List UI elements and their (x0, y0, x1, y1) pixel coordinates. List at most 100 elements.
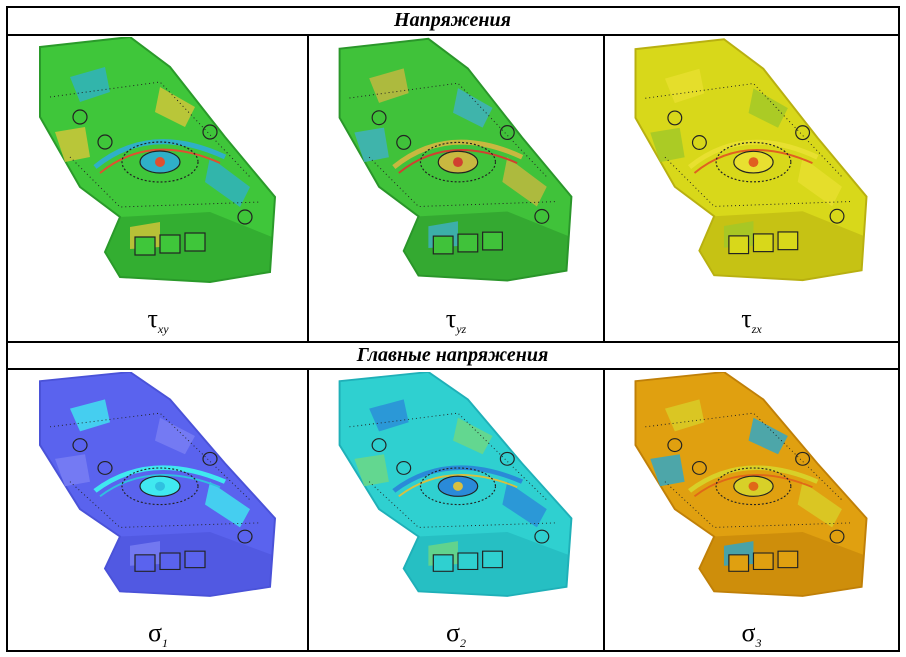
stress-arc-inner (99, 148, 221, 174)
part-hole (184, 232, 206, 252)
cell-sigma-2: σ2 (310, 372, 602, 650)
stress-contour-patch (453, 417, 493, 455)
stress-contour-patch (369, 68, 409, 103)
ring-feature-hotspot (453, 157, 463, 168)
stress-contour-patch (55, 127, 90, 162)
table-border-left (6, 6, 8, 652)
part-bolt-hole (237, 209, 253, 225)
label-subscript: xy (157, 322, 169, 336)
stress-arc-outer (93, 139, 227, 169)
part-bolt-hole (237, 529, 253, 544)
stress-contour-patch (748, 417, 788, 455)
stress-arc-inner (693, 474, 813, 498)
mesh-edge (69, 156, 261, 208)
mesh-edge (368, 481, 557, 528)
table-col-divider-2 (603, 34, 605, 343)
label-subscript: yz (456, 322, 467, 336)
part-bolt-hole (691, 135, 707, 150)
stress-plot-tau-yz (338, 37, 573, 282)
label-subscript: 2 (460, 636, 466, 650)
ring-feature-hotspot (453, 481, 463, 491)
part-hole (432, 235, 454, 255)
part-hole (159, 234, 181, 254)
stress-plot-sigma-3 (634, 372, 868, 597)
label-symbol: σ (445, 618, 460, 647)
part-hole (752, 552, 774, 571)
label-symbol: σ (741, 618, 756, 647)
stress-contour-patch (650, 454, 685, 487)
table-border-right (898, 6, 900, 652)
stress-plot-tau-zx (634, 38, 868, 282)
header-stresses: Напряжения (394, 9, 511, 31)
stress-contour-patch (205, 481, 250, 528)
ring-feature-outer (419, 141, 497, 183)
stress-contour-patch (205, 157, 250, 207)
part-bolt-hole (667, 438, 683, 453)
part-hole (432, 554, 454, 572)
part-hole (159, 552, 181, 571)
ring-feature-hotspot (155, 157, 165, 167)
table-border-mid (6, 341, 900, 343)
stress-contour-patch (748, 88, 788, 128)
label-sigma-2: σ2 (310, 619, 602, 657)
part-bolt-hole (72, 109, 88, 125)
label-sigma-1: σ1 (10, 619, 306, 657)
stress-contour-patch (354, 454, 389, 487)
stress-contour-patch (55, 454, 90, 487)
cell-tau-zx: τzx (606, 37, 897, 339)
stress-arc-inner (693, 149, 813, 174)
stress-contour-patch (502, 481, 547, 528)
cell-tau-yz: τyz (310, 37, 602, 339)
part-bolt-hole (534, 529, 550, 544)
stress-contour-patch (70, 399, 110, 432)
stress-contour-patch (650, 127, 685, 163)
label-subscript: 3 (755, 636, 762, 650)
part-hole (134, 236, 156, 256)
stress-plot-sigma-1 (39, 372, 277, 597)
stress-contour-patch (155, 87, 195, 127)
table-col-divider-3 (307, 368, 309, 652)
stress-contour-patch (369, 399, 409, 432)
part-hole (457, 552, 479, 571)
part-bolt-hole (829, 208, 845, 224)
stress-arc-inner (398, 148, 518, 174)
ring-feature-hotspot (748, 157, 759, 168)
table-border-bottom (6, 650, 900, 652)
stress-contour-patch (664, 399, 705, 432)
part-bolt-hole (371, 438, 387, 453)
stress-arc-inner (398, 474, 518, 498)
stress-arc-outer (688, 139, 819, 169)
table-col-divider-1 (307, 34, 309, 343)
stress-contour-patch (502, 157, 547, 207)
part-hole (134, 554, 156, 572)
label-subscript: zx (751, 322, 762, 336)
table-border-top (6, 6, 900, 8)
part-bolt-hole (795, 125, 811, 141)
part-bolt-hole (667, 110, 683, 126)
stress-arc-outer (392, 465, 524, 493)
part-bolt-hole (202, 451, 218, 466)
ring-feature-hotspot (155, 481, 165, 491)
part-bolt-hole (371, 110, 387, 126)
label-symbol: σ (147, 618, 162, 647)
ring-feature-outer (715, 141, 792, 183)
ring-feature-outer (715, 467, 792, 506)
part-hole (184, 550, 206, 569)
part-bolt-hole (72, 438, 88, 453)
part-bolt-hole (499, 451, 515, 466)
label-symbol: τ (741, 304, 752, 333)
part-bolt-hole (97, 134, 113, 150)
part-hole (728, 235, 750, 255)
cell-sigma-3: σ3 (606, 372, 897, 650)
part-hole (752, 233, 774, 253)
table-border-header2 (6, 368, 900, 370)
cell-sigma-1: σ1 (10, 372, 306, 650)
part-hole (482, 231, 503, 251)
stress-contour-patch (354, 127, 389, 163)
part-bolt-hole (396, 461, 412, 475)
part-bolt-hole (396, 134, 412, 150)
part-bolt-hole (97, 461, 113, 475)
label-tau-yz: τyz (310, 305, 602, 343)
stress-contour-patch (797, 157, 842, 207)
ring-feature-outer (121, 467, 199, 506)
